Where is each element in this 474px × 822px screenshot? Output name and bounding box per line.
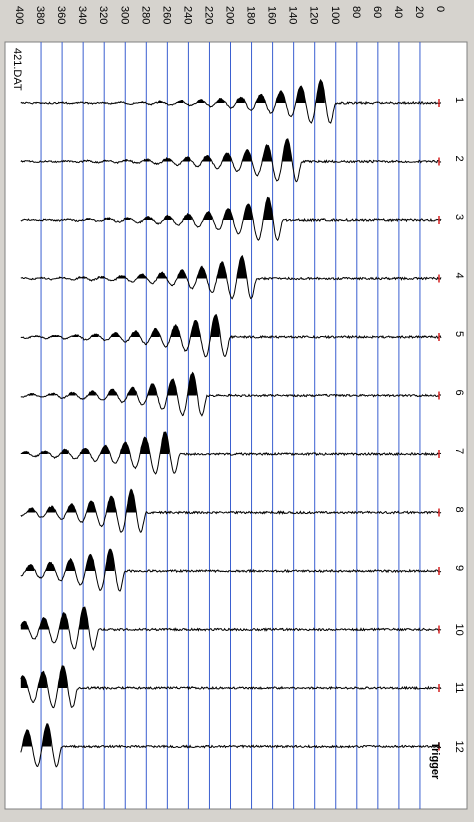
trace-line	[20, 138, 442, 183]
channel-label: 11	[453, 682, 465, 693]
time-tick-label: 120	[308, 6, 320, 24]
time-tick-label: 60	[371, 6, 383, 18]
channel-label: 5	[453, 331, 465, 337]
time-tick-label: 240	[181, 6, 193, 24]
trace-line	[20, 431, 442, 475]
time-tick-label: 20	[413, 6, 425, 18]
trace-line	[20, 548, 442, 592]
trace-line	[20, 371, 442, 417]
channel-label: 6	[453, 390, 465, 396]
channel-label: 12	[453, 741, 465, 753]
channel-label: 4	[453, 273, 465, 279]
trace-line	[20, 488, 442, 534]
time-gridlines	[40, 42, 421, 809]
time-tick-label: 200	[224, 6, 236, 24]
channel-label: 3	[453, 214, 465, 220]
trace-line	[20, 196, 442, 242]
file-name-label: 421.DAT	[11, 48, 23, 91]
time-tick-label: 280	[139, 6, 151, 24]
trace-line	[20, 606, 442, 651]
time-tick-label: 180	[245, 6, 257, 24]
channel-label: 1	[453, 97, 465, 103]
trace-fill	[21, 432, 426, 454]
channel-label: 7	[453, 448, 465, 454]
time-tick-label: 260	[160, 6, 172, 24]
trace-line	[20, 78, 442, 124]
time-tick-label: 340	[76, 6, 88, 24]
time-tick-label: 140	[287, 6, 299, 24]
time-tick-label: 320	[97, 6, 109, 24]
channel-label: 10	[453, 624, 465, 636]
time-tick-label: 380	[34, 6, 46, 24]
channel-label: 2	[453, 156, 465, 162]
time-tick-label: 160	[266, 6, 278, 24]
time-tick-label: 220	[202, 6, 214, 24]
time-tick-label: 100	[329, 6, 341, 24]
channel-label: 9	[453, 565, 465, 571]
time-tick-labels: 0 20 40 60 80 100 120 140 160 180 200 220 240 260 280 3…	[13, 6, 446, 24]
trigger-label: Trigger	[429, 742, 441, 780]
trace-line	[20, 313, 442, 358]
time-tick-label: 0	[434, 6, 446, 12]
trace-line	[20, 665, 442, 709]
channel-label: 8	[453, 507, 465, 513]
trace-line	[20, 254, 442, 300]
trace-fill	[20, 607, 424, 630]
trace-fill	[25, 549, 436, 571]
time-tick-label: 400	[13, 6, 25, 24]
time-tick-label: 360	[55, 6, 67, 24]
plot-area	[4, 41, 468, 810]
traces	[20, 78, 442, 768]
time-tick-label: 300	[118, 6, 130, 24]
time-tick-label: 40	[392, 6, 404, 18]
trace-fill	[40, 255, 441, 279]
trace-line	[20, 723, 442, 768]
time-tick-label: 80	[350, 6, 362, 18]
trace-fill	[26, 489, 432, 513]
